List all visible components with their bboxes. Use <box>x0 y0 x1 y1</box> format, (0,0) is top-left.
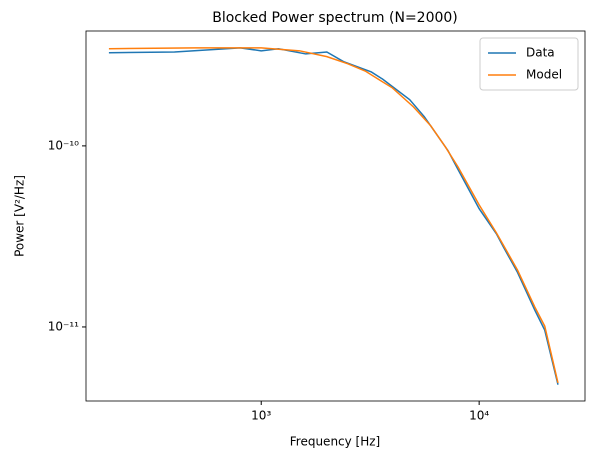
x-axis-label: Frequency [Hz] <box>290 435 381 449</box>
plot-frame <box>85 30 586 402</box>
y-tick-label: 10⁻¹¹ <box>48 319 79 333</box>
data-line <box>108 47 559 385</box>
legend-box <box>479 37 579 91</box>
legend-label: Data <box>526 46 555 60</box>
legend-label: Model <box>526 68 562 82</box>
x-tick-label: 10⁴ <box>469 409 489 423</box>
data-line <box>108 47 559 384</box>
y-axis-label: Power [V²/Hz] <box>13 175 27 257</box>
y-tick-label: 10⁻¹⁰ <box>48 138 79 152</box>
chart-title: Blocked Power spectrum (N=2000) <box>212 10 458 26</box>
x-tick-label: 10³ <box>251 409 271 423</box>
